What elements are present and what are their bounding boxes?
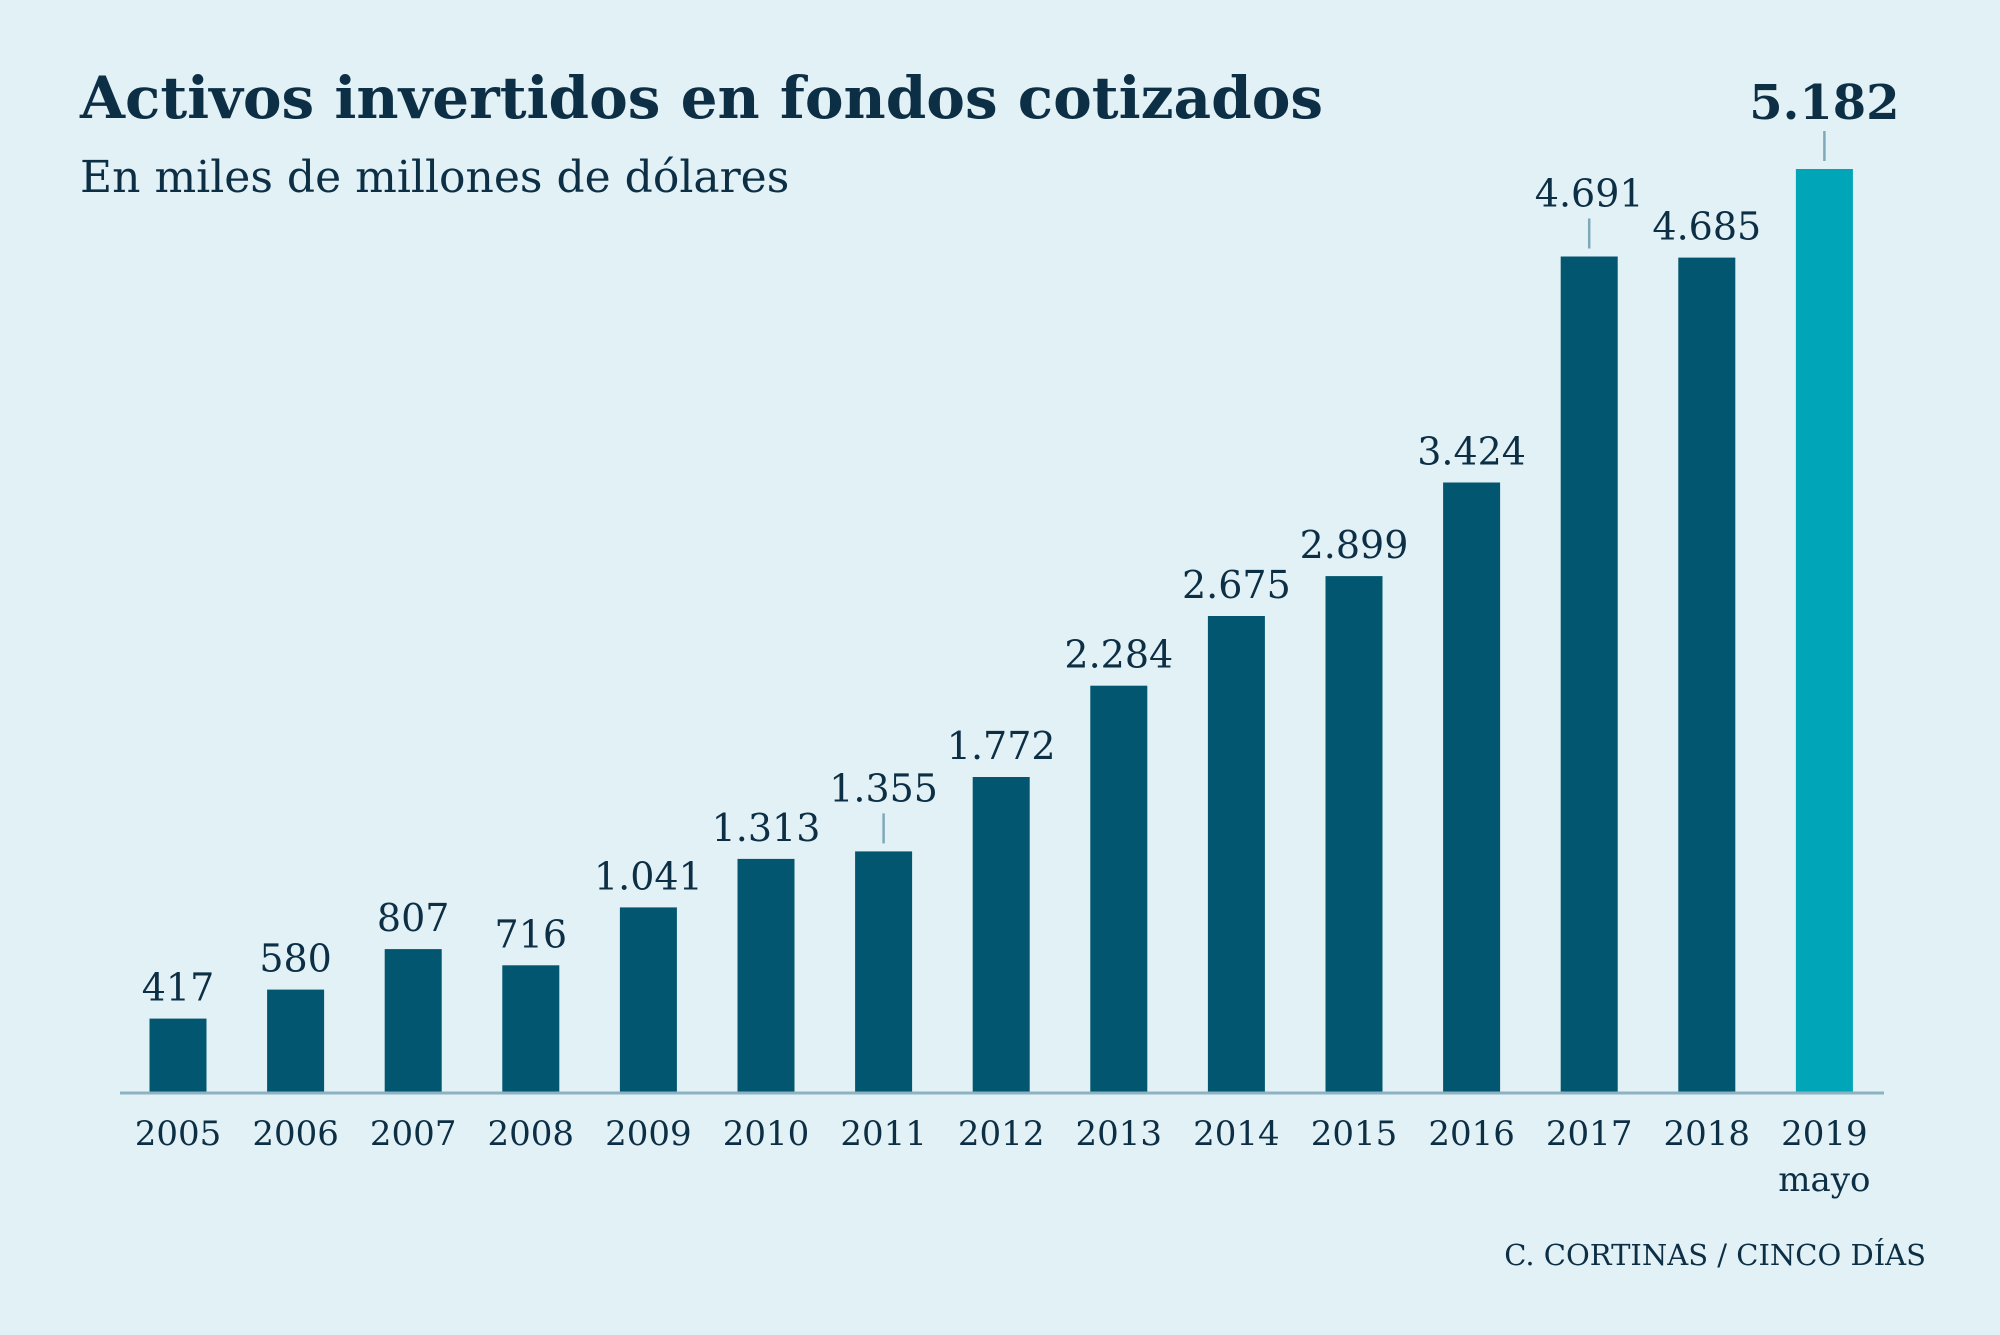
x-tick-label-2011: 2011 (840, 1114, 927, 1154)
bar-group (149, 169, 1853, 1094)
value-label-2017: 4.691 (1535, 172, 1644, 216)
value-label-2014: 2.675 (1182, 563, 1291, 607)
chart-subtitle: En miles de millones de dólares (80, 152, 789, 203)
bar-2017 (1560, 256, 1618, 1093)
bar-2013 (1090, 685, 1148, 1093)
x-tick-label-2008: 2008 (488, 1114, 575, 1154)
x-tick-label-2012: 2012 (958, 1114, 1045, 1154)
value-label-2008: 716 (495, 912, 568, 956)
x-tick-label-2019: 2019 (1781, 1114, 1868, 1154)
x-tick-label-2018: 2018 (1664, 1114, 1751, 1154)
value-label-2015: 2.899 (1300, 523, 1409, 567)
value-label-2011: 1.355 (829, 766, 938, 810)
bar-2008 (502, 965, 560, 1093)
x-tick-label-2007: 2007 (370, 1114, 457, 1154)
bar-2016 (1443, 482, 1501, 1093)
source-credit: C. CORTINAS / CINCO DÍAS (1504, 1237, 1926, 1272)
value-label-2016: 3.424 (1417, 430, 1526, 474)
x-tick-label-2015: 2015 (1311, 1114, 1398, 1154)
chart-title: Activos invertidos en fondos cotizados (79, 64, 1323, 132)
value-label-2005: 417 (142, 966, 215, 1010)
value-label-2006: 580 (259, 937, 332, 981)
bar-2006 (267, 989, 325, 1093)
bar-2009 (619, 907, 677, 1093)
value-label-2019: 5.182 (1749, 75, 1899, 131)
bar-2007 (384, 949, 442, 1093)
x-tick-label-2016: 2016 (1428, 1114, 1515, 1154)
bar-2015 (1325, 576, 1383, 1093)
x-tick-label-2009: 2009 (605, 1114, 692, 1154)
x-tick-label-2013: 2013 (1076, 1114, 1163, 1154)
x-tick-sublabel-2019: mayo (1778, 1160, 1870, 1200)
bar-2014 (1207, 616, 1265, 1093)
value-label-2009: 1.041 (594, 854, 703, 898)
x-tick-label-2014: 2014 (1193, 1114, 1280, 1154)
bar-2019 (1795, 169, 1853, 1093)
value-label-2018: 4.685 (1652, 205, 1761, 249)
leader-line-group (882, 131, 1826, 844)
x-tick-label-group: 2005 2006 2007 2008 2009 2010 2011 2012 2013 2014… (135, 1114, 1871, 1200)
bar-2011 (855, 851, 913, 1093)
bar-2018 (1678, 257, 1736, 1094)
bar-2010 (737, 858, 795, 1093)
x-tick-label-2005: 2005 (135, 1114, 222, 1154)
value-label-2012: 1.772 (947, 724, 1056, 768)
value-label-2013: 2.284 (1064, 633, 1173, 677)
x-tick-label-2017: 2017 (1546, 1114, 1633, 1154)
value-label-2007: 807 (377, 896, 450, 940)
bar-2012 (972, 777, 1030, 1093)
x-tick-label-2010: 2010 (723, 1114, 810, 1154)
x-tick-label-2006: 2006 (252, 1114, 339, 1154)
bar-2005 (149, 1018, 207, 1093)
value-label-2010: 1.313 (712, 806, 821, 850)
